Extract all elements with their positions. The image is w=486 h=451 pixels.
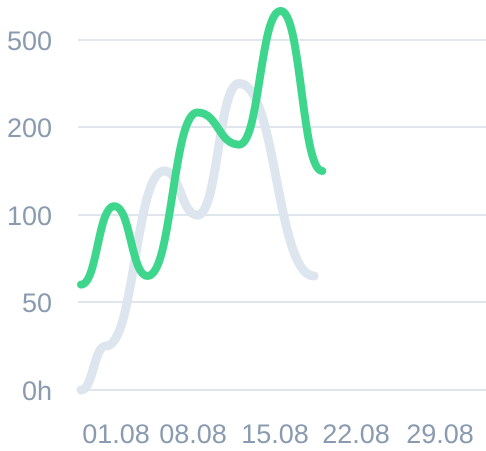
x-tick-label: 08.08 bbox=[159, 419, 227, 449]
y-axis-tick-labels: 0h 50 100 200 500 bbox=[7, 26, 52, 406]
x-tick-label: 22.08 bbox=[322, 419, 390, 449]
x-tick-label: 01.08 bbox=[82, 419, 150, 449]
x-tick-label: 29.08 bbox=[406, 419, 474, 449]
y-tick-label: 500 bbox=[7, 26, 52, 56]
y-tick-label: 100 bbox=[7, 201, 52, 231]
series-line-1 bbox=[76, 79, 319, 395]
series-layer bbox=[76, 7, 327, 395]
y-tick-label: 50 bbox=[22, 288, 52, 318]
y-tick-label: 200 bbox=[7, 113, 52, 143]
y-tick-label: 0h bbox=[22, 376, 52, 406]
series-line-2 bbox=[77, 7, 327, 289]
x-axis-tick-labels: 01.08 08.08 15.08 22.08 29.08 bbox=[82, 419, 474, 449]
x-tick-label: 15.08 bbox=[241, 419, 309, 449]
